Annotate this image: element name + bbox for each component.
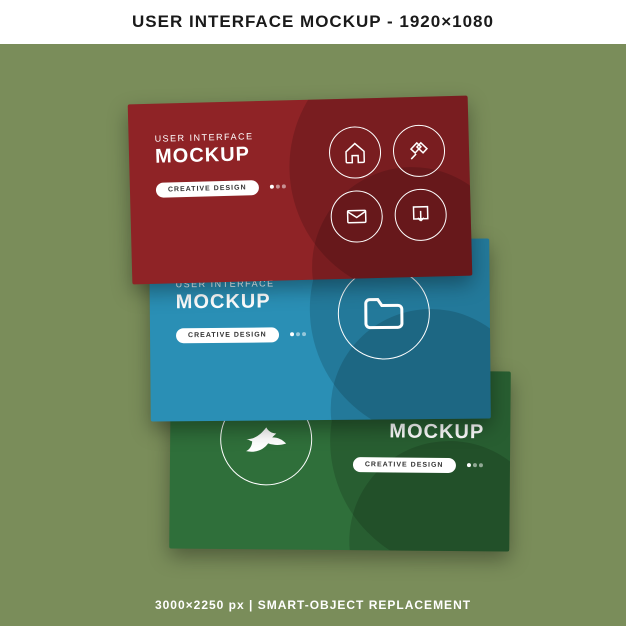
card-text-block: USER INTERFACE MOCKUP CREATIVE DESIGN <box>154 130 287 197</box>
mockup-stage: USER INTERFACE MOCKUP CREATIVE DESIGN US… <box>0 60 626 580</box>
house-icon <box>328 126 381 179</box>
mail-icon <box>330 190 383 243</box>
header-title: USER INTERFACE MOCKUP - 1920×1080 <box>132 12 494 31</box>
card-title: MOCKUP <box>353 420 484 444</box>
card-title: MOCKUP <box>176 290 307 314</box>
card-red: USER INTERFACE MOCKUP CREATIVE DESIGN <box>128 96 473 285</box>
creative-badge: CREATIVE DESIGN <box>353 457 456 473</box>
folder-icon <box>337 267 430 360</box>
footer-separator: | <box>245 598 258 612</box>
card-title: MOCKUP <box>155 142 287 168</box>
footer-text: 3000×2250 px | SMART-OBJECT REPLACEMENT <box>0 598 626 612</box>
tools-icon <box>392 124 445 177</box>
footer-resolution: 3000×2250 px <box>155 598 245 612</box>
pagination-dots <box>269 175 287 193</box>
icon-grid <box>328 124 447 243</box>
creative-badge: CREATIVE DESIGN <box>176 327 279 343</box>
pagination-dots <box>466 454 484 472</box>
card-subtitle: USER INTERFACE <box>154 130 285 143</box>
creative-badge: CREATIVE DESIGN <box>156 180 259 198</box>
pagination-dots <box>289 323 307 341</box>
header-bar: USER INTERFACE MOCKUP - 1920×1080 <box>0 0 626 44</box>
download-icon <box>394 188 447 241</box>
footer-note: SMART-OBJECT REPLACEMENT <box>258 598 471 612</box>
card-text-block: USER INTERFACE MOCKUP CREATIVE DESIGN <box>176 278 308 343</box>
